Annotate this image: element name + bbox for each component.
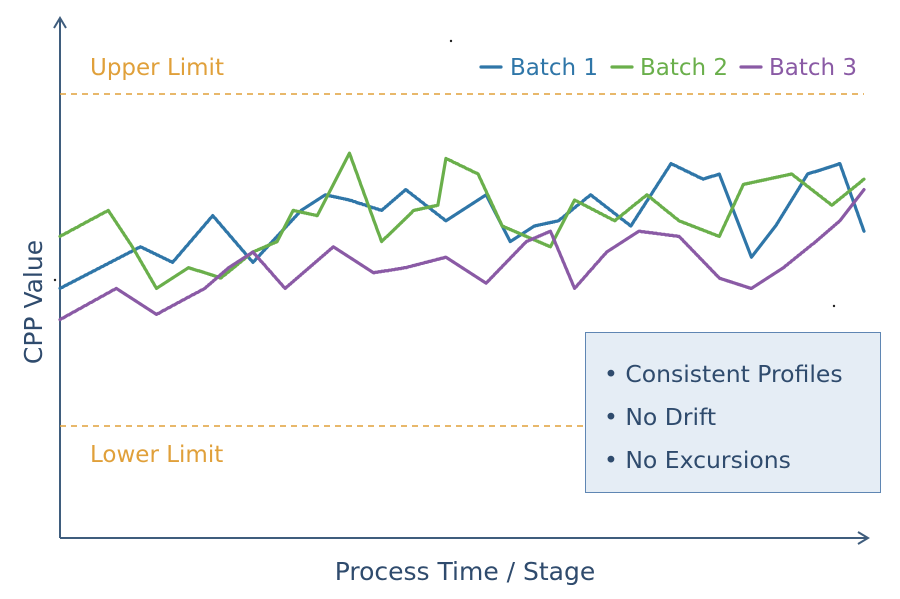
legend-label-batch-1: Batch 1 xyxy=(510,55,598,81)
note-item-no-excursions: • No Excursions xyxy=(604,446,791,474)
stray-dot xyxy=(832,304,836,308)
series-line-batch-3 xyxy=(58,188,866,322)
note-item-consistent-profiles: • Consistent Profiles xyxy=(604,360,843,388)
lower-limit-label: Lower Limit xyxy=(90,442,223,468)
y-axis-arrow xyxy=(53,16,67,29)
series-group xyxy=(58,151,866,322)
note-item-no-drift: • No Drift xyxy=(604,403,717,431)
series-line-batch-1 xyxy=(58,162,866,290)
legend: Batch 1 Batch 2 Batch 3 xyxy=(479,55,857,81)
notes-box: • Consistent Profiles • No Drift • No Ex… xyxy=(585,332,881,493)
series-line-batch-2 xyxy=(58,151,866,290)
axes xyxy=(53,16,870,545)
x-axis-arrow xyxy=(857,531,870,545)
x-axis-title: Process Time / Stage xyxy=(335,557,596,586)
stray-dot xyxy=(449,39,453,43)
legend-label-batch-2: Batch 2 xyxy=(640,55,728,81)
control-limits: Upper Limit Lower Limit xyxy=(60,55,864,468)
upper-limit-label: Upper Limit xyxy=(90,55,224,81)
stray-dot xyxy=(53,278,57,282)
y-axis-title: CPP Value xyxy=(19,240,48,364)
legend-label-batch-3: Batch 3 xyxy=(769,55,857,81)
